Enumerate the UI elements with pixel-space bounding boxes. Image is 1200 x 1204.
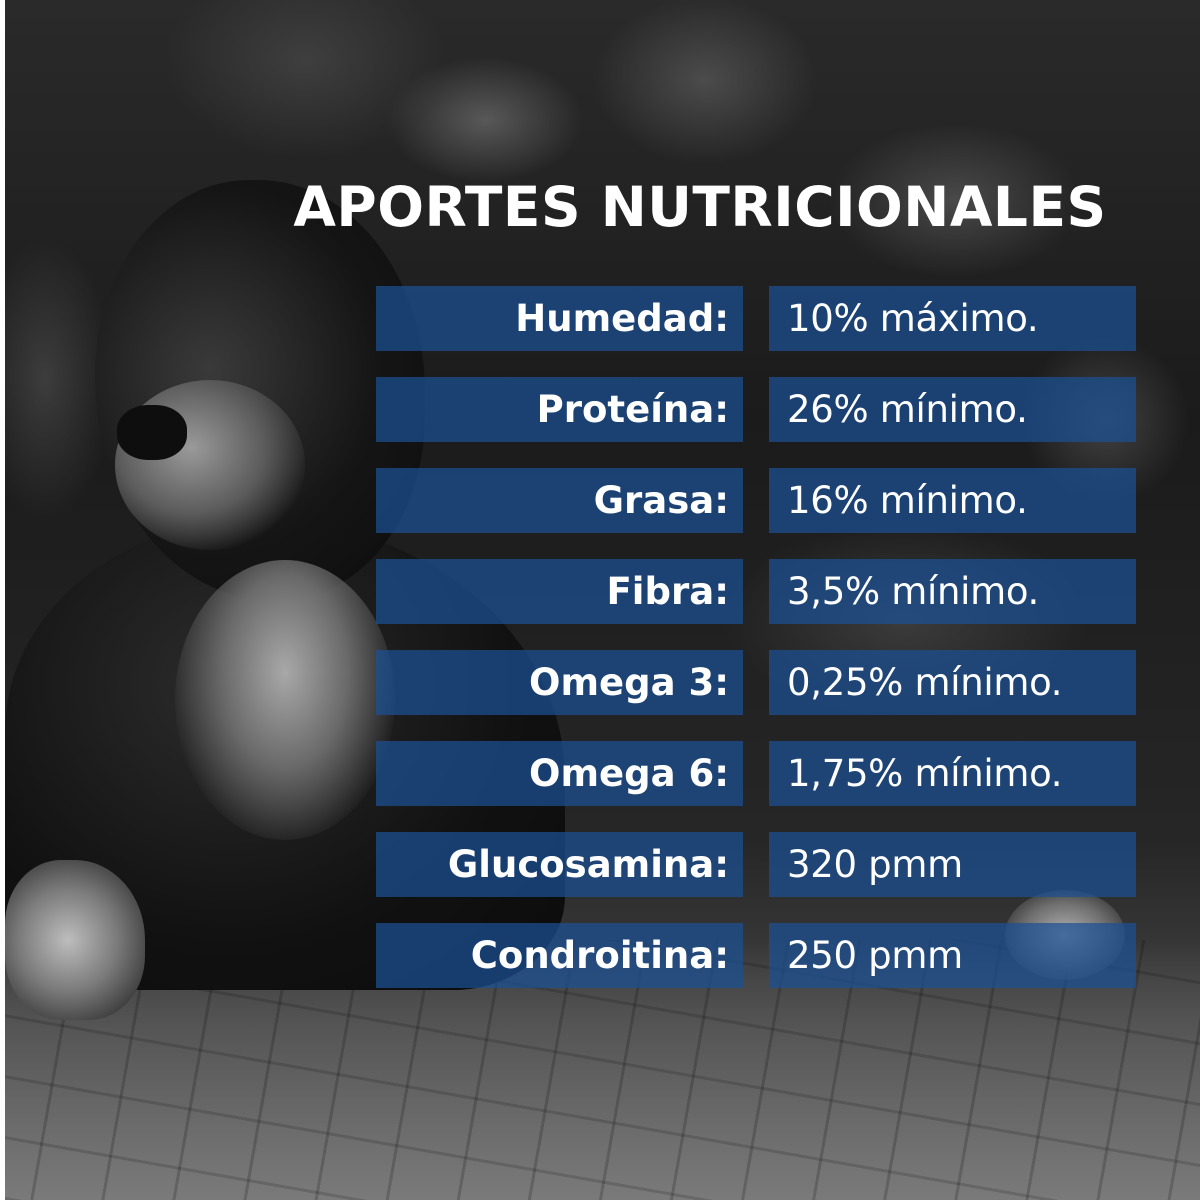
nutrition-banner: APORTES NUTRICIONALES Humedad: 10% máxim…: [5, 0, 1200, 1200]
table-row: Condroitina: 250 pmm: [376, 923, 1136, 988]
row-value: 3,5% mínimo.: [769, 559, 1136, 624]
row-label: Omega 6:: [376, 741, 743, 806]
dog-paw-left: [5, 860, 145, 1020]
row-value: 0,25% mínimo.: [769, 650, 1136, 715]
table-row: Grasa: 16% mínimo.: [376, 468, 1136, 533]
table-row: Fibra: 3,5% mínimo.: [376, 559, 1136, 624]
row-label: Glucosamina:: [376, 832, 743, 897]
dog-chest: [175, 560, 395, 840]
row-value: 1,75% mínimo.: [769, 741, 1136, 806]
row-label: Grasa:: [376, 468, 743, 533]
nutrition-table: Humedad: 10% máximo. Proteína: 26% mínim…: [376, 286, 1136, 1014]
row-value: 26% mínimo.: [769, 377, 1136, 442]
table-row: Glucosamina: 320 pmm: [376, 832, 1136, 897]
row-label: Omega 3:: [376, 650, 743, 715]
row-label: Proteína:: [376, 377, 743, 442]
row-value: 320 pmm: [769, 832, 1136, 897]
row-label: Humedad:: [376, 286, 743, 351]
row-label: Condroitina:: [376, 923, 743, 988]
row-label: Fibra:: [376, 559, 743, 624]
row-value: 10% máximo.: [769, 286, 1136, 351]
row-value: 16% mínimo.: [769, 468, 1136, 533]
table-row: Humedad: 10% máximo.: [376, 286, 1136, 351]
row-value: 250 pmm: [769, 923, 1136, 988]
table-row: Omega 6: 1,75% mínimo.: [376, 741, 1136, 806]
table-row: Omega 3: 0,25% mínimo.: [376, 650, 1136, 715]
table-row: Proteína: 26% mínimo.: [376, 377, 1136, 442]
dog-nose: [117, 405, 187, 460]
page-title: APORTES NUTRICIONALES: [293, 175, 1107, 239]
